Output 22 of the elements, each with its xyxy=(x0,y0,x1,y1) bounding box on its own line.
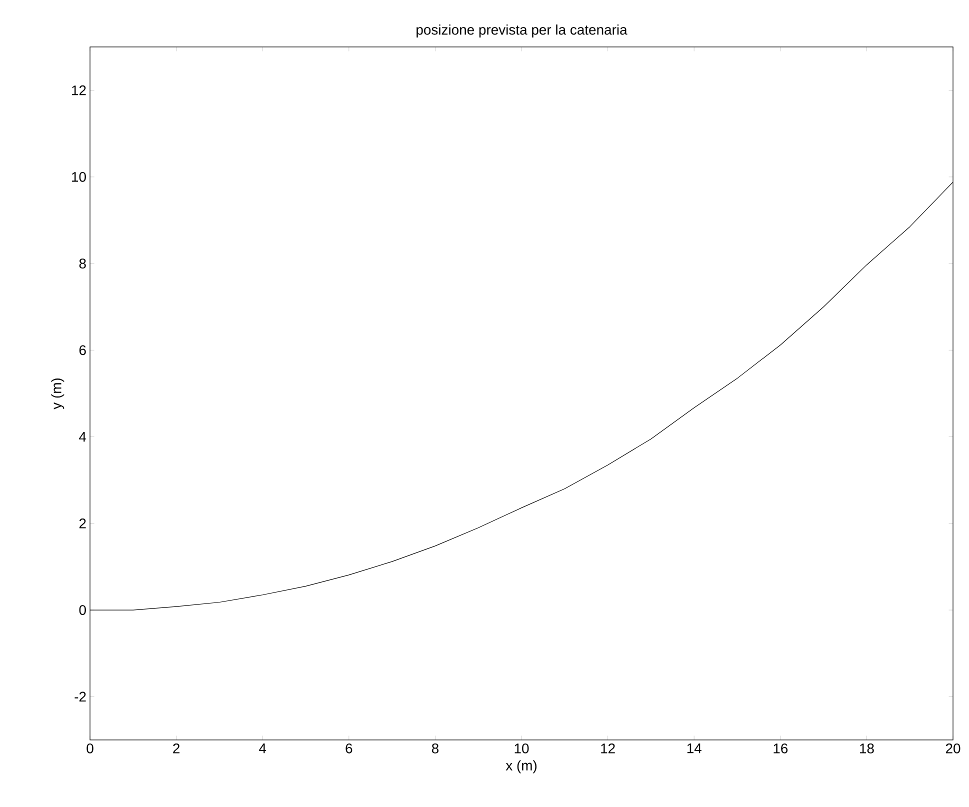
x-tick-label: 12 xyxy=(601,743,615,754)
y-tick-label: 0 xyxy=(79,605,86,615)
x-tick-label: 8 xyxy=(432,743,438,754)
x-tick-label: 16 xyxy=(774,743,788,754)
y-tick-label: 4 xyxy=(79,432,86,442)
y-tick-label: 6 xyxy=(79,345,86,356)
y-tick-label: 2 xyxy=(79,518,86,528)
y-tick-label: 12 xyxy=(72,85,86,96)
x-tick-label: 10 xyxy=(514,743,529,754)
chart-title: posizione prevista per la catenaria xyxy=(416,24,628,38)
y-tick-label: -2 xyxy=(74,692,86,702)
x-tick-label: 20 xyxy=(946,743,960,754)
y-axis-title: y (m) xyxy=(51,378,64,410)
y-tick-label: 8 xyxy=(79,258,86,268)
y-tick-label: 10 xyxy=(72,172,86,182)
x-tick-label: 6 xyxy=(346,743,352,754)
x-tick-label: 0 xyxy=(86,743,94,754)
x-tick-label: 18 xyxy=(860,743,874,754)
x-tick-label: 4 xyxy=(259,744,266,754)
x-tick-label: 14 xyxy=(687,744,702,754)
x-axis-title: x (m) xyxy=(506,760,537,774)
x-tick-label: 2 xyxy=(173,743,180,754)
